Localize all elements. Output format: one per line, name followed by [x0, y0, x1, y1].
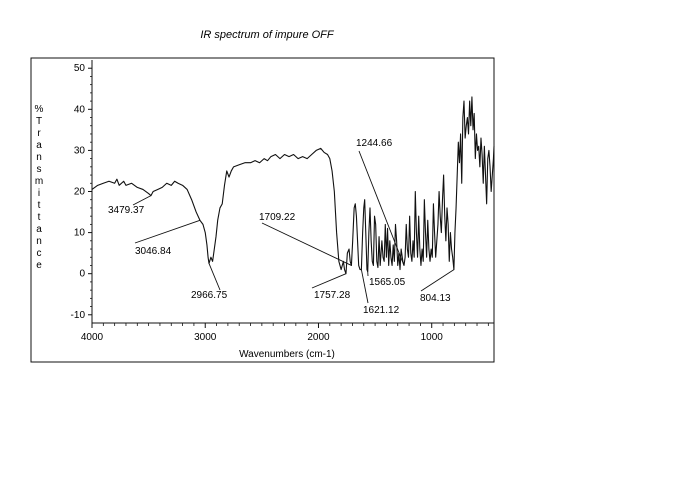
peak-leader-line: [420, 269, 455, 292]
y-tick-label: 0: [79, 269, 85, 280]
chart-title: IR spectrum of impure OFF: [200, 29, 335, 41]
peak-label: 1621.12: [363, 305, 400, 316]
plot-frame: [30, 57, 495, 363]
peak-label: 804.13: [420, 293, 451, 304]
peak-label: 1757.28: [314, 290, 351, 301]
y-tick-label: 10: [74, 228, 86, 239]
y-tick-label: 50: [74, 63, 86, 74]
peak-annotations: 3479.37 3046.84 2966.75 1709.22 1757.28 1621.…: [108, 138, 455, 316]
x-tick-label: 3000: [194, 332, 217, 343]
peak-leader-line: [134, 219, 201, 244]
spectrum-line: [91, 96, 495, 275]
x-tick-label: 1000: [421, 332, 444, 343]
peak-leader-line: [208, 263, 221, 291]
spectrum-series: [91, 96, 495, 275]
peak-label: 1709.22: [259, 212, 296, 223]
y-tick-label: -10: [71, 310, 86, 321]
peak-leader-line: [311, 273, 347, 289]
x-axis-label: Wavenumbers (cm-1): [239, 349, 335, 360]
peak-label: 1565.05: [369, 277, 406, 288]
peak-leader-line: [261, 222, 352, 266]
peak-leader-line: [360, 269, 369, 304]
y-tick-label: 30: [74, 145, 86, 156]
peak-label: 3479.37: [108, 205, 145, 216]
x-tick-label: 4000: [81, 332, 104, 343]
x-axis-ticks: 4000 3000 2000 1000: [81, 323, 489, 343]
peak-label: 1244.66: [356, 138, 393, 149]
peak-leader-line: [132, 195, 152, 206]
x-tick-label: 2000: [307, 332, 330, 343]
peak-leader-line: [358, 150, 405, 266]
peak-label: 2966.75: [191, 290, 228, 301]
peak-label: 3046.84: [135, 246, 172, 257]
y-axis-ticks: -10 0 10 20 30 40 50: [71, 63, 92, 321]
y-tick-label: 20: [74, 187, 86, 198]
y-tick-label: 40: [74, 104, 86, 115]
